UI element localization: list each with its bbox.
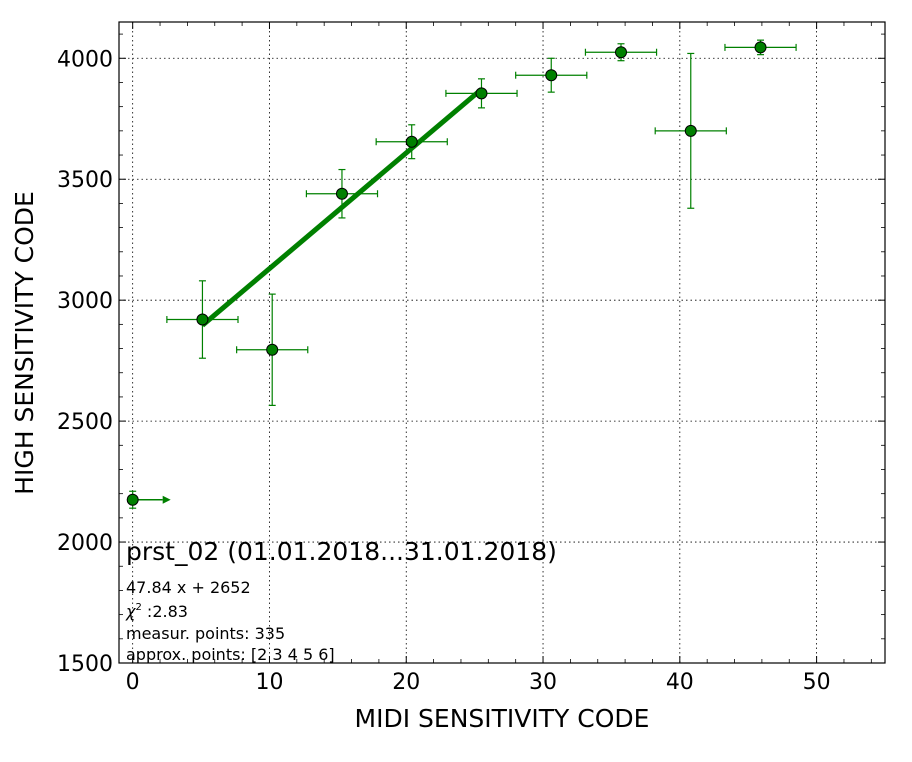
data-point-group [126, 490, 171, 509]
x-tick-label: 20 [392, 670, 420, 695]
y-tick-label: 2500 [57, 410, 113, 435]
data-point [684, 124, 697, 137]
chi-exponent: 2 [135, 602, 141, 613]
annotation-equation: 47.84 x + 2652 [126, 578, 251, 597]
data-point-group [654, 52, 727, 209]
x-tick-label: 30 [529, 670, 557, 695]
y-tick-label: 4000 [57, 47, 113, 72]
data-point-group [724, 39, 797, 56]
y-tick-label: 1500 [57, 652, 113, 677]
x-axis-title: MIDI SENSITIVITY CODE [355, 704, 650, 733]
data-point-group [445, 78, 518, 109]
x-tick-label: 0 [126, 670, 140, 695]
annotation-title: prst_02 (01.01.2018...31.01.2018) [126, 537, 557, 566]
y-tick-label: 3000 [57, 289, 113, 314]
data-point-group [375, 124, 448, 160]
data-point-group [305, 168, 379, 219]
data-point [615, 46, 628, 59]
x-tick-label: 50 [803, 670, 831, 695]
y-axis-title: HIGH SENSITIVITY CODE [10, 191, 39, 495]
data-point-group [584, 43, 658, 62]
limit-arrow-head [162, 495, 171, 504]
annotation-box: prst_02 (01.01.2018...31.01.2018) 47.84 … [125, 537, 557, 664]
data-point [266, 343, 279, 356]
data-point [126, 493, 139, 506]
tick-labels: 0 10 20 30 40 50 1500 2000 2500 3000 3500 4000 [57, 47, 831, 695]
annotation-approx-points: approx. points: [2 3 4 5 6] [126, 645, 335, 664]
chi-symbol: χ [125, 602, 136, 621]
data-point-group [236, 293, 309, 406]
plot-frame [118, 21, 886, 664]
data-point-group [166, 280, 239, 359]
annotation-measur-points: measur. points: 335 [126, 624, 285, 643]
y-tick-label: 2000 [57, 531, 113, 556]
data-point [545, 69, 558, 82]
grid [119, 22, 885, 663]
y-tick-label: 3500 [57, 168, 113, 193]
annotation-chi-square: χ2 :2.83 [125, 602, 188, 621]
data-point [754, 41, 767, 54]
data-point-group [515, 57, 588, 93]
minor-ticks [119, 22, 885, 664]
data-point [475, 87, 488, 100]
data-point [405, 135, 418, 148]
x-tick-label: 10 [255, 670, 283, 695]
data-point [335, 187, 348, 200]
points-layer [126, 39, 797, 509]
x-tick-label: 40 [666, 670, 694, 695]
chi-value: :2.83 [142, 602, 188, 621]
data-point [196, 313, 209, 326]
